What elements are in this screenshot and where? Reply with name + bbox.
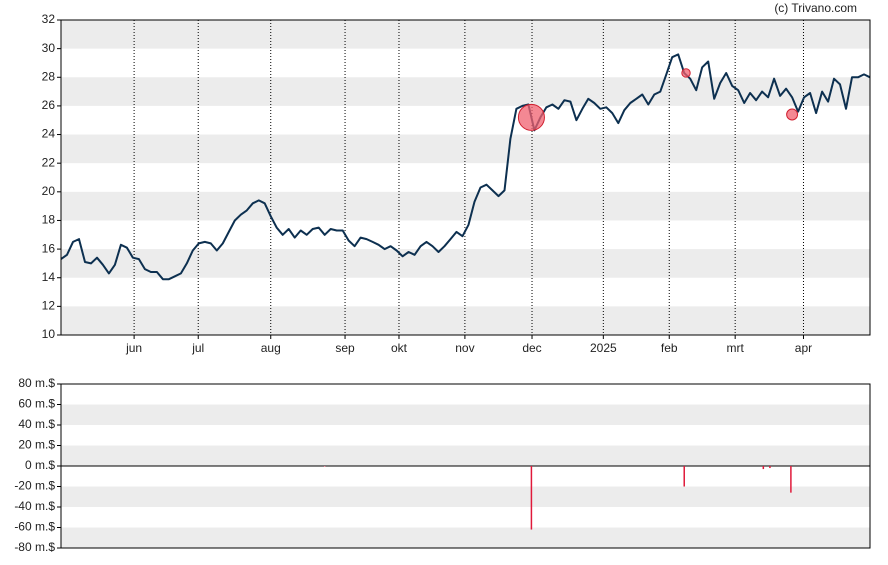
grid-band xyxy=(61,404,870,425)
plot-frame xyxy=(60,383,871,549)
y-tick-label: -60 m.$ xyxy=(14,520,55,534)
y-tick-label: 0 m.$ xyxy=(25,458,55,472)
grid-band xyxy=(61,134,870,164)
x-tick-label: aug xyxy=(261,341,281,355)
grid-band xyxy=(61,20,870,49)
y-tick-label: 16 xyxy=(42,241,56,255)
y-tick-label: 24 xyxy=(42,127,56,141)
y-tick-label: 32 xyxy=(42,12,56,26)
transaction-bubble xyxy=(681,68,691,78)
x-tick-label: jun xyxy=(125,341,142,355)
grid-band xyxy=(61,77,870,106)
y-tick-label: -40 m.$ xyxy=(14,499,55,513)
x-tick-label: sep xyxy=(335,341,355,355)
x-tick-label: jul xyxy=(191,341,204,355)
grid-band xyxy=(61,191,870,221)
y-tick-label: 26 xyxy=(42,98,56,112)
grid-band xyxy=(61,527,870,548)
y-tick-label: 28 xyxy=(42,69,56,83)
price-line xyxy=(60,53,871,281)
transaction-bubble xyxy=(517,103,545,131)
x-tick-label: dec xyxy=(522,341,541,355)
grid-band xyxy=(61,445,870,466)
transaction-bubble xyxy=(786,108,799,121)
y-tick-label: 60 m.$ xyxy=(18,397,55,411)
x-tick-label: 2025 xyxy=(590,341,617,355)
y-tick-label: 20 xyxy=(42,184,56,198)
x-tick-label: mrt xyxy=(727,341,745,355)
y-tick-label: 22 xyxy=(42,155,56,169)
y-tick-label: 10 xyxy=(42,327,56,341)
y-tick-label: 18 xyxy=(42,213,56,227)
x-tick-label: apr xyxy=(795,341,812,355)
grid-band xyxy=(61,249,870,278)
y-tick-label: 80 m.$ xyxy=(18,376,55,390)
grid-band xyxy=(61,486,870,507)
x-tick-label: feb xyxy=(661,341,678,355)
plot-frame xyxy=(60,19,871,336)
y-tick-label: -80 m.$ xyxy=(14,540,55,554)
x-tick-label: okt xyxy=(391,341,408,355)
y-tick-label: 14 xyxy=(42,270,56,284)
y-tick-label: 12 xyxy=(42,299,56,313)
grid-band xyxy=(61,306,870,335)
y-tick-label: 30 xyxy=(42,41,56,55)
x-tick-label: nov xyxy=(455,341,474,355)
y-tick-label: -20 m.$ xyxy=(14,479,55,493)
credit: (c) Trivano.com xyxy=(774,1,857,15)
y-tick-label: 40 m.$ xyxy=(18,417,55,431)
y-tick-label: 20 m.$ xyxy=(18,438,55,452)
